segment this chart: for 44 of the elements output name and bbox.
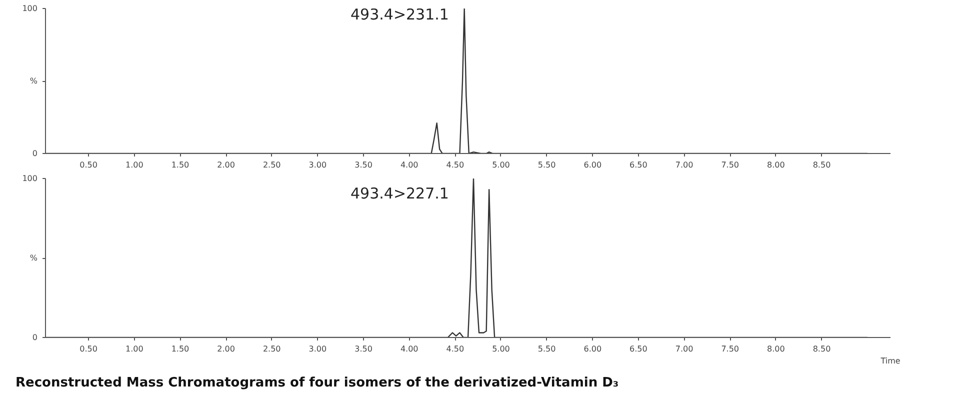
x-tick-label: 5.50 xyxy=(538,344,556,354)
x-tick-label: 1.00 xyxy=(125,160,144,170)
x-tick-label: 7.50 xyxy=(721,160,740,170)
x-tick-label: 1.50 xyxy=(171,160,190,170)
x-tick-label: 8.50 xyxy=(812,160,831,170)
y-tick-label: 100 xyxy=(22,174,38,183)
x-tick-label: 5.00 xyxy=(492,344,510,354)
annotation: 493.4>231.1 xyxy=(350,6,449,24)
x-tick-label: 8.50 xyxy=(812,344,831,354)
y-tick-label: % xyxy=(30,76,38,86)
x-tick-label: 2.00 xyxy=(217,344,235,354)
x-tick-label: 3.50 xyxy=(354,160,372,170)
x-tick-label: 2.50 xyxy=(262,344,281,354)
x-tick-label: 7.00 xyxy=(675,160,694,170)
x-tick-label: 7.00 xyxy=(675,344,694,354)
text: Reconstructed Mass Chromatograms of four isomers of the derivatized-Vitamin D₃ xyxy=(16,376,619,390)
x-tick-label: 5.00 xyxy=(492,160,510,170)
x-tick-label: 2.50 xyxy=(262,160,281,170)
x-axis-title: Time xyxy=(880,356,900,366)
x-tick-label: 3.00 xyxy=(308,160,327,170)
x-tick-label: 3.00 xyxy=(308,344,327,354)
x-tick-label: 4.00 xyxy=(400,160,418,170)
y-tick-label: 0 xyxy=(32,333,38,342)
x-tick-label: 0.50 xyxy=(80,160,98,170)
x-tick-label: 1.00 xyxy=(125,344,144,354)
x-tick-label: 8.00 xyxy=(767,160,785,170)
x-tick-label: 4.50 xyxy=(446,160,464,170)
x-tick-label: 6.50 xyxy=(630,160,648,170)
x-tick-label: 6.00 xyxy=(584,344,602,354)
x-tick-label: 8.00 xyxy=(767,344,785,354)
annotation: 493.4>227.1 xyxy=(350,184,449,202)
x-tick-label: 3.50 xyxy=(354,344,372,354)
x-tick-label: 6.50 xyxy=(630,344,648,354)
x-tick-label: 4.00 xyxy=(400,344,418,354)
y-tick-label: 0 xyxy=(32,149,38,158)
x-tick-label: 6.00 xyxy=(584,160,602,170)
y-tick-label: 100 xyxy=(22,4,38,13)
x-tick-label: 2.00 xyxy=(217,160,235,170)
x-tick-label: 4.50 xyxy=(446,344,464,354)
x-tick-label: 7.50 xyxy=(721,344,740,354)
x-tick-label: 1.50 xyxy=(171,344,190,354)
x-tick-label: 0.50 xyxy=(80,344,98,354)
x-tick-label: 5.50 xyxy=(538,160,556,170)
y-tick-label: % xyxy=(30,254,38,262)
